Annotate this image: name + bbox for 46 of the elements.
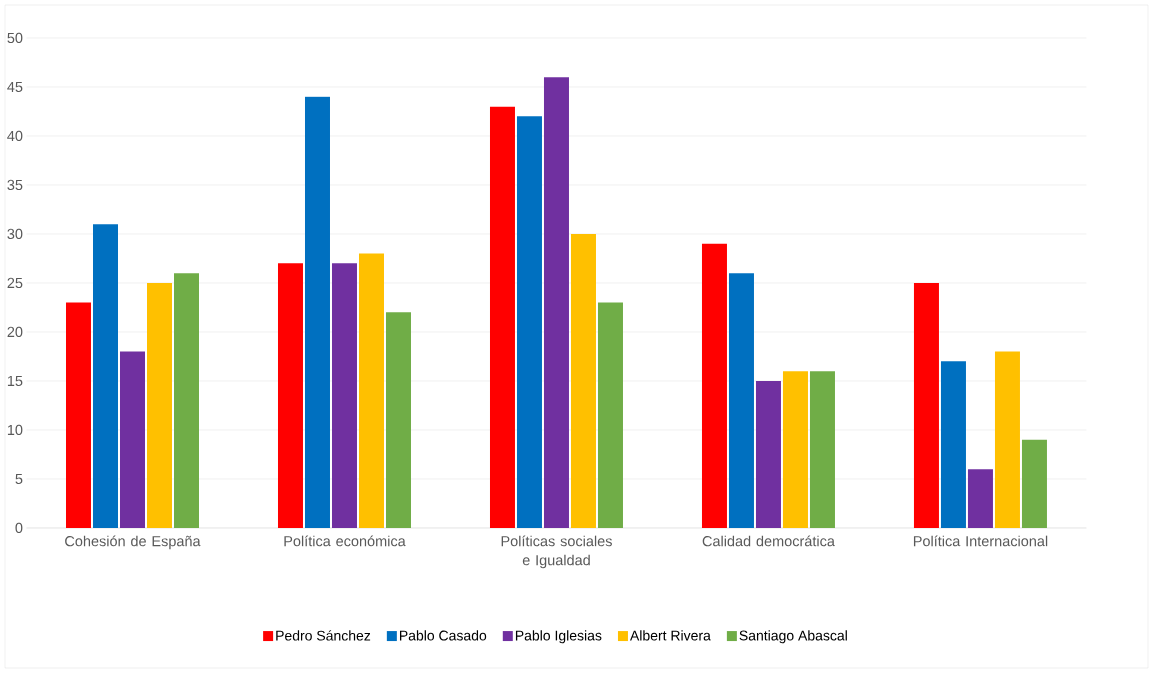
bar [1021,439,1047,528]
bar [331,263,357,528]
y-tick-label: 50 [7,32,23,44]
legend-label: Pablo Casado [399,630,487,641]
y-tick-label: 15 [7,375,23,387]
y-tick-label: 10 [7,424,23,436]
bar [701,243,727,528]
bar [304,96,330,528]
bar [120,351,145,528]
bar [489,106,515,528]
bar [967,469,993,528]
bar [516,116,542,528]
bar [994,351,1020,528]
bar [174,273,199,528]
legend-label: Albert Rivera [629,630,711,641]
bar [385,312,411,528]
y-tick-label: 35 [7,179,23,191]
legend-label: Pedro Sánchez [276,630,371,641]
x-tick-label: Calidad democrática [702,535,835,547]
x-tick-label: Política Internacional [913,535,1048,547]
y-tick-label: 25 [7,277,23,289]
y-tick-label: 30 [7,228,23,240]
bar [66,302,91,528]
x-tick-label: Política económica [284,535,406,547]
y-tick-label: 20 [7,326,23,338]
y-tick-label: 0 [15,522,23,534]
bar [147,282,172,528]
bar [755,380,781,528]
x-tick-label: Cohesión de España [65,535,201,550]
bar [809,371,835,528]
bar [728,273,754,528]
y-tick-label: 40 [7,130,23,142]
bar [543,77,569,528]
bar [940,361,966,528]
legend-label: Santiago Abascal [739,630,847,644]
bar [93,224,118,528]
bar [277,263,303,528]
bar [782,371,808,528]
bar [570,233,596,528]
x-tick-label: Políticas sociales e Igualdad [501,535,612,569]
bar [597,302,623,528]
y-tick-label: 5 [15,473,23,485]
y-tick-label: 45 [7,81,23,93]
bar [358,253,384,528]
legend-label: Pablo Iglesias [515,630,602,644]
bar [913,282,939,528]
